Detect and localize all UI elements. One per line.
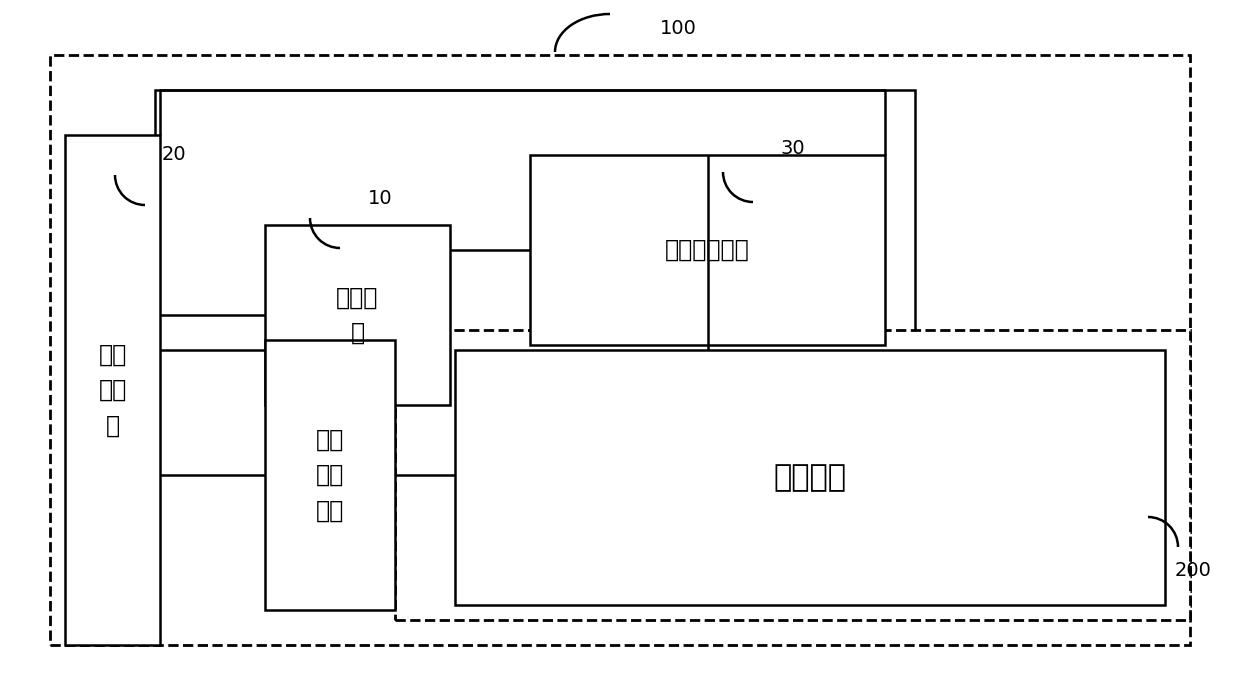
Text: 100: 100 <box>660 19 697 38</box>
Text: 20: 20 <box>162 146 187 164</box>
Bar <box>529 155 885 345</box>
Bar <box>155 90 915 350</box>
Bar <box>455 350 1166 605</box>
Text: 伽马芯
片: 伽马芯 片 <box>336 285 378 345</box>
Bar <box>64 135 160 645</box>
Text: 显示面板: 显示面板 <box>774 463 847 492</box>
Bar <box>265 340 396 610</box>
Text: 30: 30 <box>780 139 805 158</box>
Text: 10: 10 <box>368 188 393 208</box>
Text: 源极驱动芯片: 源极驱动芯片 <box>665 238 750 262</box>
Bar <box>50 55 1190 645</box>
Text: 栅极
驱动
芯片: 栅极 驱动 芯片 <box>316 427 345 522</box>
Bar <box>265 225 450 405</box>
Text: 时序
控制
器: 时序 控制 器 <box>98 343 126 438</box>
Text: 200: 200 <box>1176 560 1211 579</box>
Bar <box>396 330 1190 620</box>
